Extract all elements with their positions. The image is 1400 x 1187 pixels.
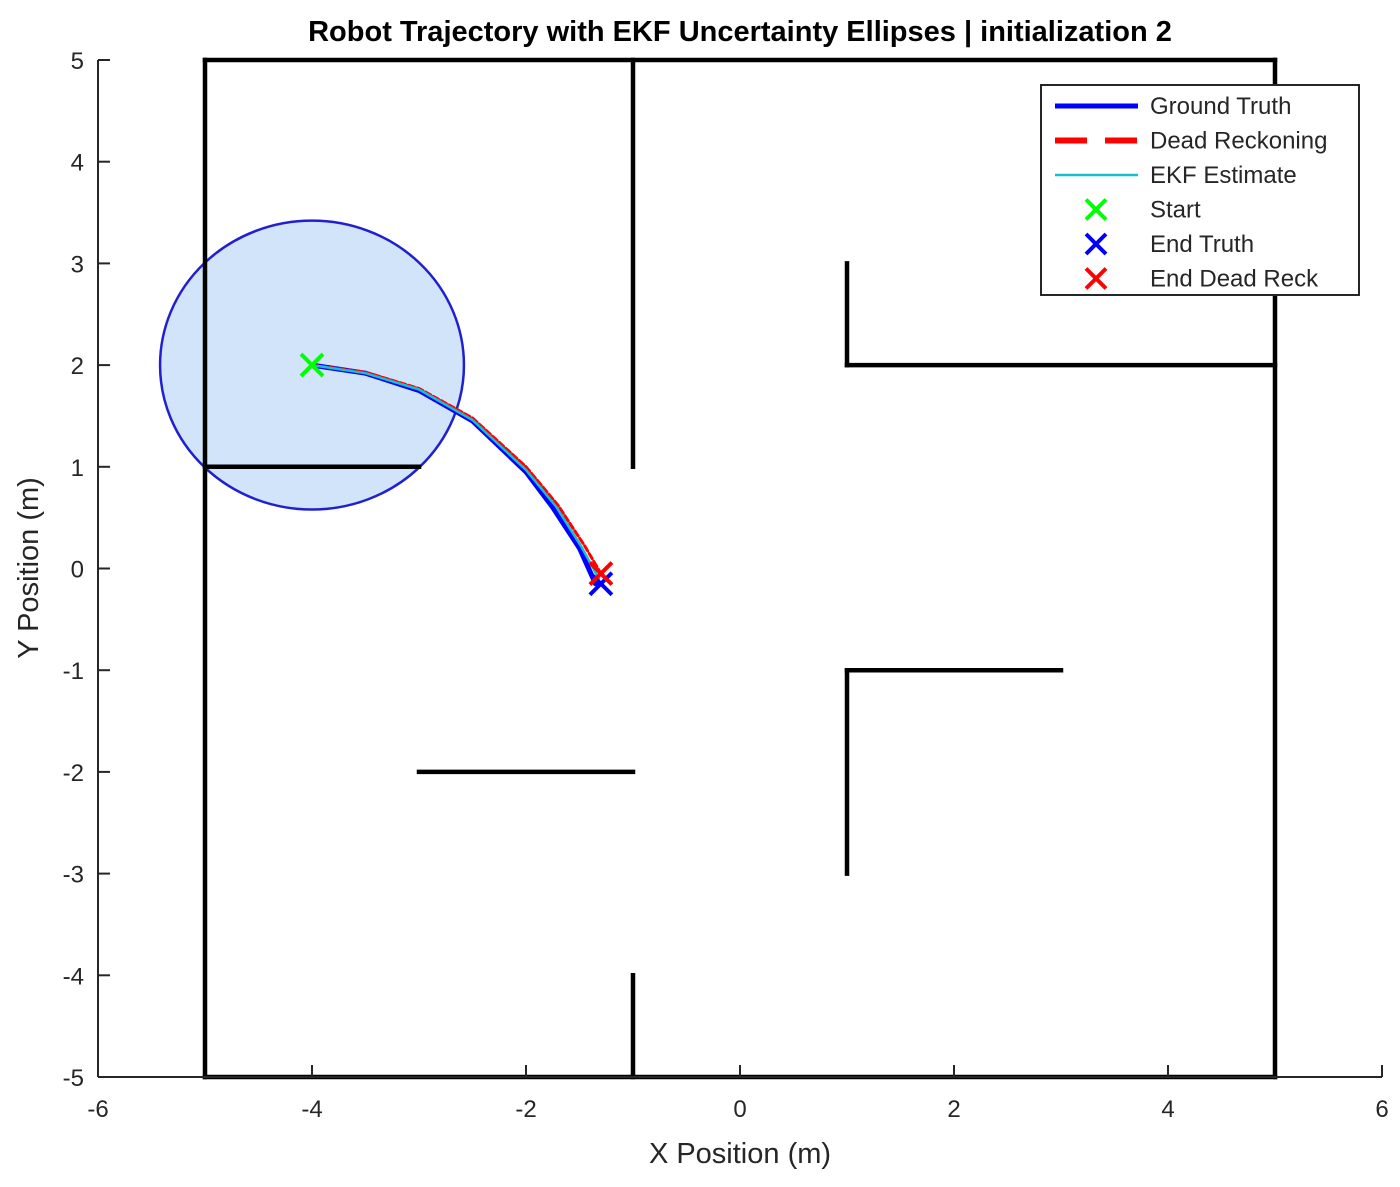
legend-swatch-end-truth — [1084, 232, 1108, 256]
x-tick-label: -6 — [87, 1096, 108, 1123]
legend-swatch-start — [1084, 198, 1108, 221]
x-tick-label: 4 — [1161, 1096, 1174, 1123]
legend-label-start: Start — [1150, 197, 1201, 224]
legend-label-dead-reckoning: Dead Reckoning — [1150, 128, 1327, 155]
y-tick-label: -5 — [63, 1065, 84, 1092]
legend-swatch-end-dead-reck-stroke-b — [1084, 267, 1108, 290]
y-tick-label: -2 — [63, 760, 84, 787]
marker-start-stroke-b — [299, 352, 325, 378]
x-tick-label: 2 — [947, 1096, 960, 1123]
legend: Ground Truth Dead Reckoning EKF Estimate St… — [1040, 84, 1360, 296]
x-tick-label: -4 — [301, 1096, 322, 1123]
marker-end-dead-reck — [588, 561, 614, 586]
y-tick-label: 1 — [71, 455, 84, 482]
legend-label-end-truth: End Truth — [1150, 231, 1254, 258]
legend-label-end-dead-reck: End Dead Reck — [1150, 266, 1319, 293]
y-tick-label: 5 — [71, 48, 84, 75]
y-tick-label: -4 — [63, 963, 84, 990]
legend-label-ekf-estimate: EKF Estimate — [1150, 162, 1297, 189]
legend-swatch-end-truth-stroke-b — [1084, 232, 1108, 256]
marker-end-truth — [588, 571, 614, 597]
marker-end-truth-stroke-b — [588, 571, 614, 597]
y-tick-label: 3 — [71, 251, 84, 278]
marker-start — [299, 352, 325, 378]
chart-title: Robot Trajectory with EKF Uncertainty El… — [308, 16, 1172, 48]
legend-swatch-end-dead-reck — [1084, 267, 1108, 290]
x-axis-label: X Position (m) — [649, 1138, 831, 1170]
y-tick-label: -3 — [63, 862, 84, 889]
legend-label-ground-truth: Ground Truth — [1150, 93, 1291, 120]
y-axis-label: Y Position (m) — [13, 477, 45, 659]
y-tick-label: -1 — [63, 658, 84, 685]
y-tick-label: 2 — [71, 353, 84, 380]
x-tick-label: -2 — [515, 1096, 536, 1123]
y-tick-label: 4 — [71, 150, 84, 177]
y-tick-label: 0 — [71, 557, 84, 584]
marker-end-dead-reck-stroke-b — [588, 561, 614, 586]
series-line-ekf-estimate — [310, 363, 601, 580]
legend-box — [1040, 84, 1360, 296]
legend-swatch-start-stroke-b — [1084, 198, 1108, 221]
x-tick-label: 6 — [1375, 1096, 1388, 1123]
x-tick-label: 0 — [733, 1096, 746, 1123]
